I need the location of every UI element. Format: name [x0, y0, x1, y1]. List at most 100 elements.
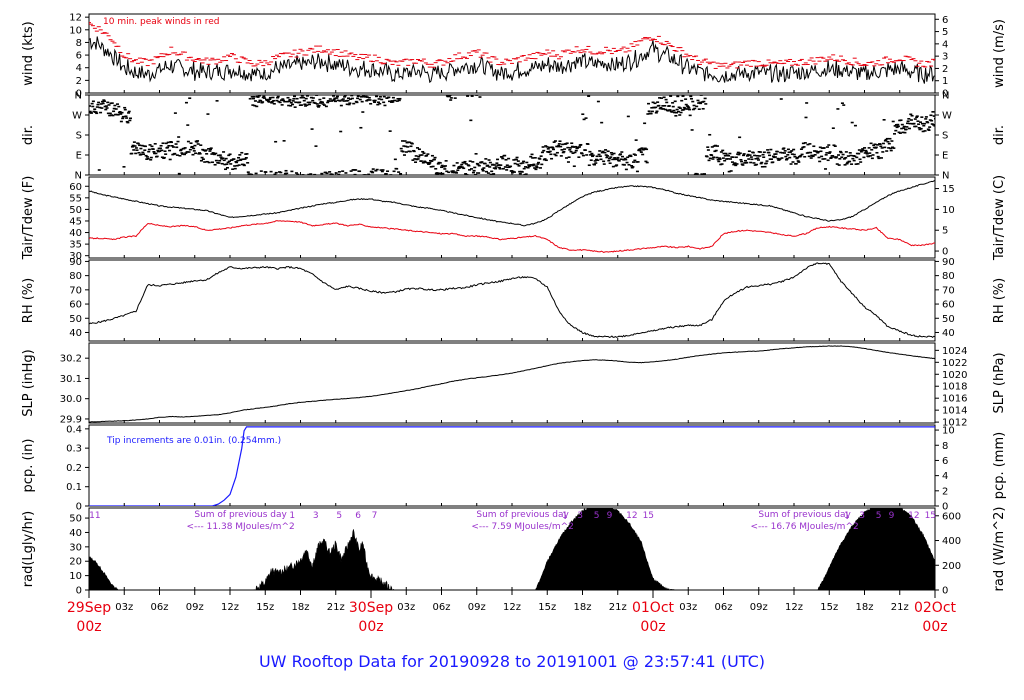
day-label: 01Oct — [632, 600, 675, 616]
dir-point — [895, 126, 899, 129]
dir-point — [670, 111, 674, 113]
dir-point — [733, 162, 737, 164]
dir-point — [409, 145, 413, 148]
dir-point — [536, 163, 540, 165]
dir-point — [386, 170, 390, 173]
dir-point — [300, 95, 304, 97]
dir-point — [465, 174, 469, 175]
dir-point — [892, 147, 896, 149]
dir-point — [336, 99, 340, 102]
dir-point — [156, 149, 160, 152]
dir-point — [189, 142, 193, 144]
dir-point — [369, 102, 373, 105]
dir-point — [397, 171, 401, 173]
dir-point — [818, 146, 822, 149]
dir-point — [553, 140, 557, 142]
dir-point — [674, 115, 678, 117]
dir-point — [609, 151, 613, 154]
dir-point — [747, 158, 751, 160]
dir-point — [257, 95, 261, 97]
dir-point — [311, 97, 315, 99]
dir-point — [193, 144, 197, 147]
dir-point — [673, 111, 677, 114]
precip-annotation: Tip increments are 0.01in. (0.254mm.) — [106, 436, 281, 446]
dir-point — [462, 167, 466, 170]
dir-point — [686, 105, 690, 107]
dir-point — [586, 143, 590, 145]
dir-point — [379, 169, 383, 171]
dir-point — [624, 168, 628, 171]
ytick-label-left: 50 — [69, 205, 82, 216]
dir-point — [117, 105, 121, 108]
ytick-label-right: 5 — [942, 27, 948, 38]
dir-point — [412, 150, 416, 153]
dir-point — [140, 153, 144, 156]
dir-point — [473, 166, 477, 169]
dir-point — [922, 124, 926, 127]
dir-point — [529, 155, 533, 158]
dir-point — [563, 148, 567, 150]
dir-point — [273, 173, 277, 175]
dir-point — [619, 153, 623, 155]
dir-point — [501, 157, 505, 160]
dir-point — [816, 151, 820, 154]
dir-point — [102, 99, 106, 101]
dir-point — [691, 108, 695, 111]
dir-point — [338, 100, 342, 102]
dir-point — [230, 159, 234, 161]
panel-dir: dir. dir.N NE ES SW WN N — [21, 91, 1007, 182]
dir-point — [192, 147, 196, 150]
dir-point — [430, 160, 434, 162]
day-sublabel: 00z — [358, 619, 383, 635]
dir-point — [464, 173, 468, 175]
dir-point — [303, 103, 307, 106]
dir-point — [774, 153, 778, 155]
dir-point — [651, 101, 655, 104]
dir-point — [123, 108, 127, 111]
dir-point — [164, 142, 168, 145]
dir-point — [276, 95, 280, 98]
dir-point — [104, 108, 108, 111]
dir-point — [348, 102, 352, 104]
dir-point — [494, 166, 498, 168]
dir-point — [217, 162, 221, 164]
radiation-hour-mark: 6 — [355, 511, 361, 521]
dir-point — [415, 147, 419, 149]
dir-point — [570, 142, 574, 145]
dir-point — [106, 112, 110, 115]
dir-point — [509, 165, 513, 168]
dir-point — [695, 173, 699, 175]
dir-point — [873, 143, 877, 146]
ytick-label-right: 80 — [942, 271, 955, 282]
dir-point — [468, 160, 472, 162]
dir-point — [595, 155, 599, 158]
dir-point — [893, 125, 897, 127]
ytick-label-left: 40 — [69, 228, 82, 239]
dir-point — [340, 99, 344, 101]
dir-point — [408, 141, 412, 144]
radiation-hour-mark: 3 — [577, 511, 583, 521]
dir-point — [711, 158, 715, 160]
dir-point — [661, 105, 665, 107]
dir-point — [122, 166, 126, 168]
dir-point — [581, 113, 585, 116]
dir-point — [360, 96, 364, 98]
dir-point — [159, 144, 163, 147]
dir-point — [632, 153, 636, 156]
dir-point — [378, 102, 382, 105]
ytick-label-left: S — [76, 131, 82, 142]
dir-point — [432, 158, 436, 161]
dir-point — [598, 150, 602, 152]
dir-point — [609, 156, 613, 158]
dir-point — [463, 160, 467, 163]
dir-point — [667, 105, 671, 107]
dir-point — [464, 163, 468, 165]
dir-point — [681, 95, 685, 97]
dir-point — [266, 99, 270, 101]
dir-point — [545, 146, 549, 148]
dir-point — [304, 105, 308, 107]
dir-point — [550, 157, 554, 160]
dir-point — [600, 121, 604, 124]
dir-point — [240, 151, 244, 154]
dir-point — [239, 158, 243, 161]
